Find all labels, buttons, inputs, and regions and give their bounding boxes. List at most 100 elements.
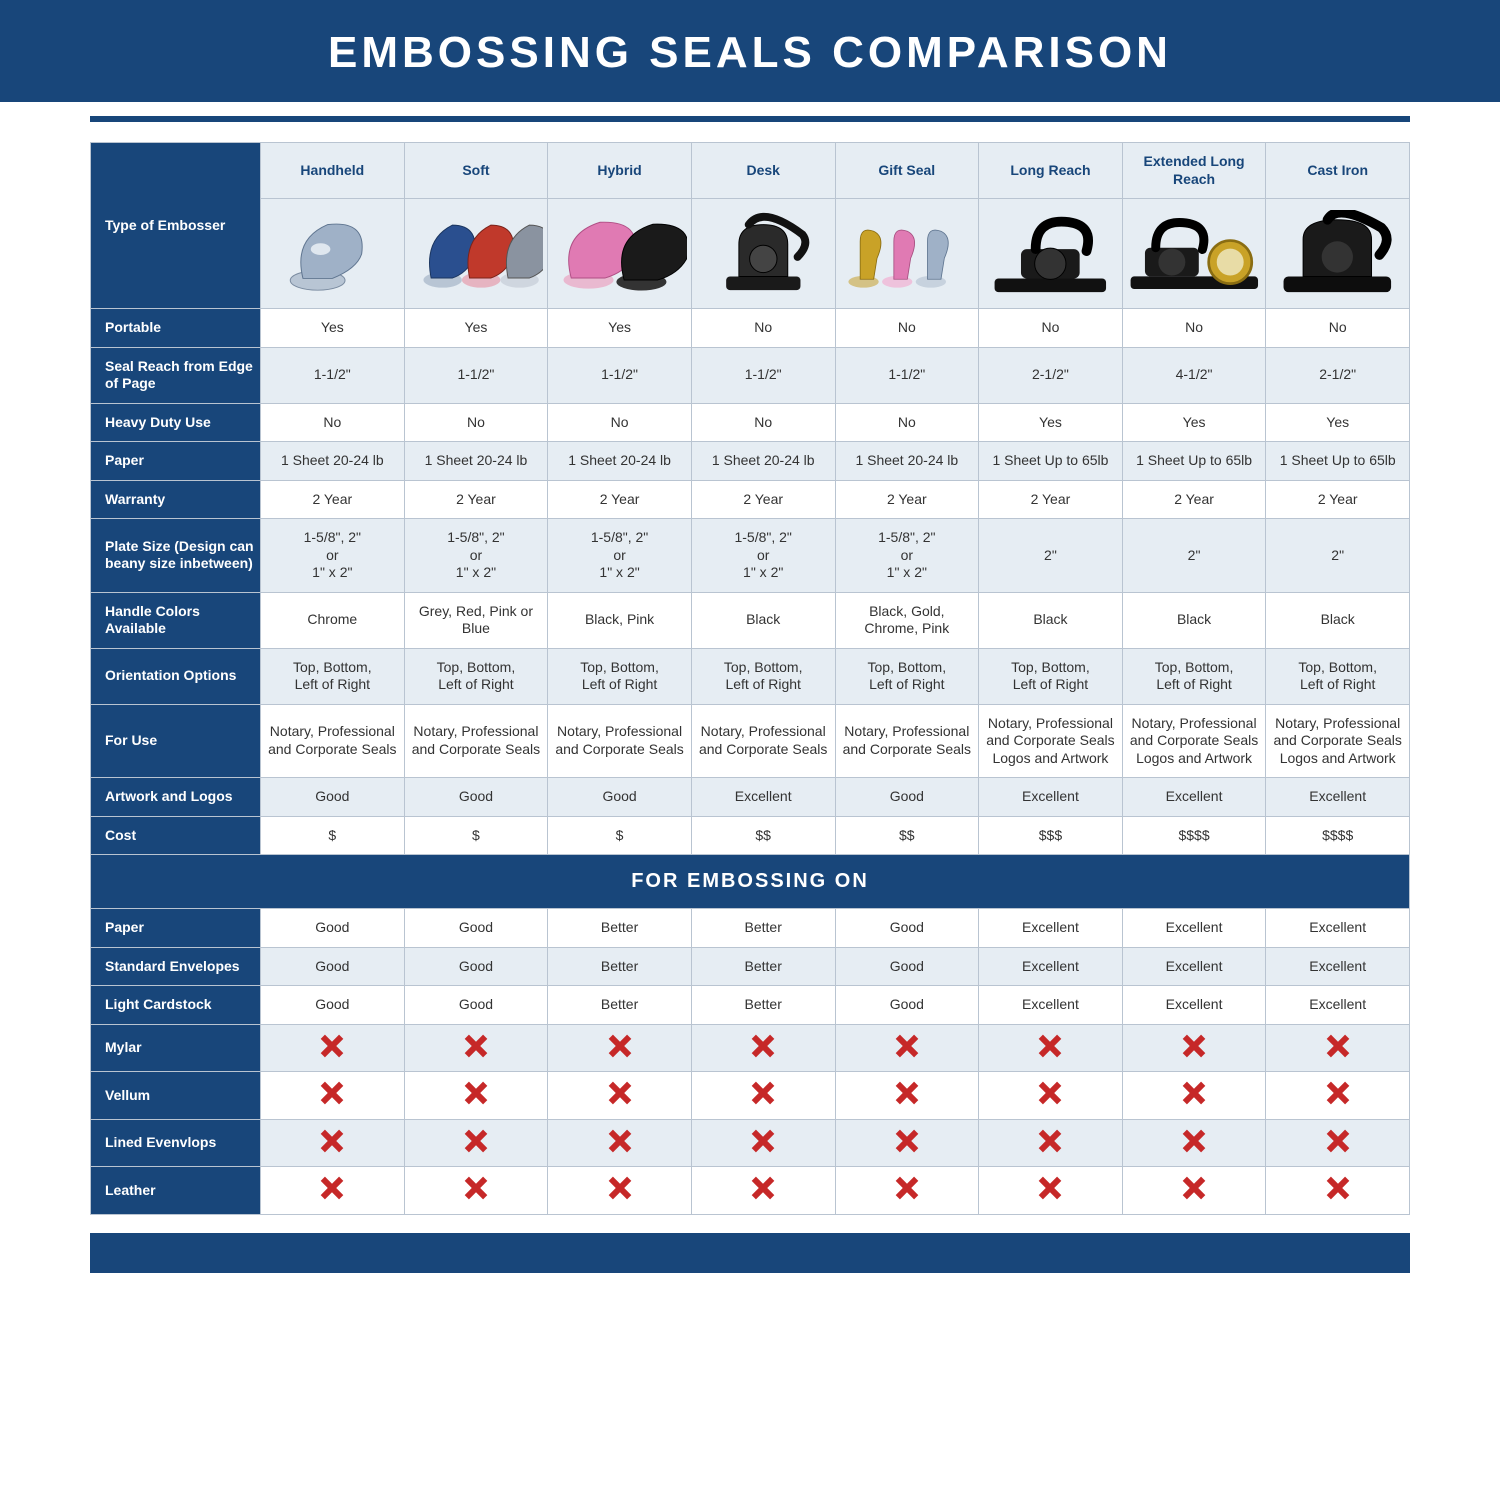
row-label: Orientation Options (91, 648, 261, 704)
cell: 1-5/8", 2" or 1" x 2" (835, 519, 979, 593)
cell: Notary, Professional and Corporate Seals… (1266, 704, 1410, 778)
cell (1122, 1119, 1266, 1167)
cell: 1 Sheet Up to 65lb (1122, 442, 1266, 481)
row-label: Lined Evenvlops (91, 1119, 261, 1167)
cell: Excellent (1266, 947, 1410, 986)
row-label: Standard Envelopes (91, 947, 261, 986)
cell: 2 Year (1122, 480, 1266, 519)
cell: 1 Sheet Up to 65lb (1266, 442, 1410, 481)
cell: No (548, 403, 692, 442)
row-label: Seal Reach from Edge of Page (91, 347, 261, 403)
x-mark-icon (609, 1130, 631, 1152)
cell (548, 1072, 692, 1120)
cell: $ (548, 816, 692, 855)
cell: Excellent (979, 947, 1123, 986)
cell: Excellent (1122, 986, 1266, 1025)
cell: Black (1122, 592, 1266, 648)
cell: Good (261, 909, 405, 948)
cell: Good (404, 947, 548, 986)
cell: 1-1/2" (548, 347, 692, 403)
embosser-soft-icon (404, 199, 548, 309)
cell: Excellent (1266, 909, 1410, 948)
cell: Notary, Professional and Corporate Seals (835, 704, 979, 778)
cell: 1 Sheet 20-24 lb (835, 442, 979, 481)
row-label: Mylar (91, 1024, 261, 1072)
cell (691, 1024, 835, 1072)
embosser-handheld-icon (261, 199, 405, 309)
cell: 1-1/2" (691, 347, 835, 403)
x-mark-icon (1327, 1082, 1349, 1104)
cell: 1 Sheet Up to 65lb (979, 442, 1123, 481)
cell (404, 1167, 548, 1215)
embosser-hybrid-icon (548, 199, 692, 309)
cell: Yes (261, 309, 405, 348)
cell: Excellent (1122, 909, 1266, 948)
cell: Notary, Professional and Corporate Seals (548, 704, 692, 778)
embosser-castiron-icon (1266, 199, 1410, 309)
x-mark-icon (1039, 1035, 1061, 1057)
cell (979, 1119, 1123, 1167)
cell: Good (404, 909, 548, 948)
cell (1266, 1119, 1410, 1167)
table-row: Plate Size (Design can beany size inbetw… (91, 519, 1410, 593)
cell: $$ (835, 816, 979, 855)
table-row: For UseNotary, Professional and Corporat… (91, 704, 1410, 778)
cell: Better (691, 947, 835, 986)
table-row: Handle Colors AvailableChromeGrey, Red, … (91, 592, 1410, 648)
cell (1266, 1072, 1410, 1120)
row-header-label: Type of Embosser (91, 143, 261, 309)
x-mark-icon (896, 1035, 918, 1057)
cell (548, 1024, 692, 1072)
cell (979, 1072, 1123, 1120)
accent-line (90, 116, 1410, 122)
cell: No (1266, 309, 1410, 348)
cell (548, 1119, 692, 1167)
cell: 2 Year (404, 480, 548, 519)
cell: Notary, Professional and Corporate Seals… (1122, 704, 1266, 778)
cell: No (261, 403, 405, 442)
table-row: Seal Reach from Edge of Page 1-1/2"1-1/2"… (91, 347, 1410, 403)
cell: Black, Pink (548, 592, 692, 648)
cell: Top, Bottom, Left of Right (1266, 648, 1410, 704)
cell: Good (835, 778, 979, 817)
cell: Excellent (1122, 778, 1266, 817)
material-rows: PaperGoodGoodBetterBetterGoodExcellentEx… (91, 909, 1410, 1215)
cell: Better (691, 986, 835, 1025)
cell: $$ (691, 816, 835, 855)
cell: Black (979, 592, 1123, 648)
cell: Yes (1266, 403, 1410, 442)
x-mark-icon (752, 1035, 774, 1057)
cell: Good (548, 778, 692, 817)
cell: Good (835, 909, 979, 948)
cell: 1 Sheet 20-24 lb (261, 442, 405, 481)
row-label: Cost (91, 816, 261, 855)
cell: Good (835, 986, 979, 1025)
row-label: Light Cardstock (91, 986, 261, 1025)
cell: Top, Bottom, Left of Right (548, 648, 692, 704)
cell: No (979, 309, 1123, 348)
col-header: Long Reach (979, 143, 1123, 199)
cell: Good (261, 947, 405, 986)
cell (261, 1167, 405, 1215)
row-label: Warranty (91, 480, 261, 519)
cell: 2 Year (548, 480, 692, 519)
cell: 1-5/8", 2" or 1" x 2" (548, 519, 692, 593)
row-label: Portable (91, 309, 261, 348)
table-row: PortableYesYesYesNoNoNoNoNo (91, 309, 1410, 348)
table-row: Cost$$$$$$$$$$$$$$$$$$ (91, 816, 1410, 855)
table-row: Warranty2 Year2 Year2 Year2 Year2 Year2 … (91, 480, 1410, 519)
cell: Top, Bottom, Left of Right (1122, 648, 1266, 704)
x-mark-icon (609, 1035, 631, 1057)
cell: Excellent (1266, 986, 1410, 1025)
section-band: FOR EMBOSSING ON (91, 855, 1410, 909)
cell: Grey, Red, Pink or Blue (404, 592, 548, 648)
cell (691, 1119, 835, 1167)
cell (1122, 1072, 1266, 1120)
cell: 2 Year (261, 480, 405, 519)
cell (979, 1167, 1123, 1215)
x-mark-icon (752, 1082, 774, 1104)
x-mark-icon (321, 1035, 343, 1057)
cell: Good (261, 986, 405, 1025)
cell: $ (261, 816, 405, 855)
cell: Notary, Professional and Corporate Seals (404, 704, 548, 778)
